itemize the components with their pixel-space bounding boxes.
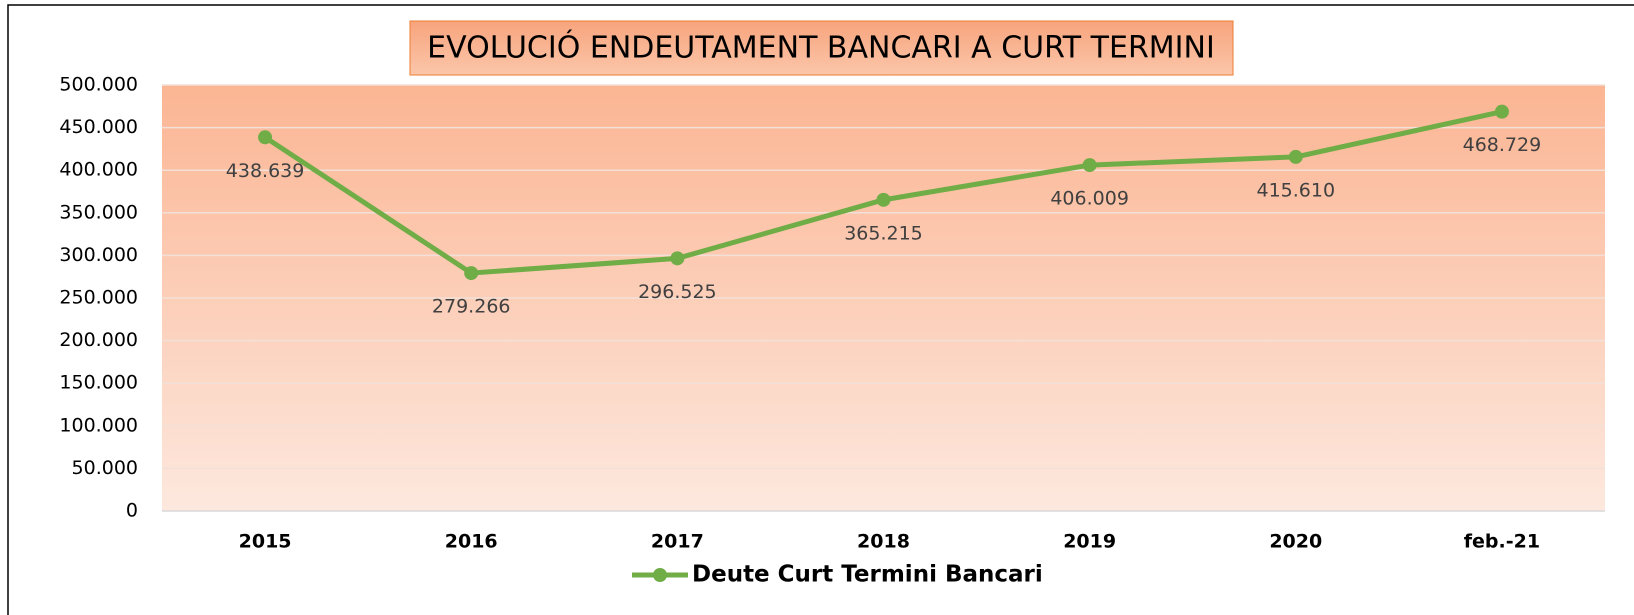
- y-tick-label: 300.000: [59, 244, 138, 266]
- y-tick-label: 350.000: [59, 201, 138, 223]
- data-point: [464, 266, 479, 281]
- data-label: 406.009: [1050, 188, 1129, 210]
- legend-marker: [653, 568, 667, 582]
- y-tick-label: 250.000: [59, 287, 138, 309]
- chart-title: EVOLUCIÓ ENDEUTAMENT BANCARI A CURT TERM…: [427, 29, 1215, 66]
- x-tick-label: 2017: [651, 531, 704, 553]
- data-label: 468.729: [1463, 134, 1542, 156]
- data-label: 279.266: [432, 296, 511, 318]
- data-point: [258, 130, 273, 145]
- y-tick-label: 150.000: [59, 372, 138, 394]
- title-box: [409, 20, 1234, 76]
- data-point: [1288, 149, 1303, 164]
- x-tick-label: 2018: [857, 531, 910, 553]
- data-label: 365.215: [844, 222, 923, 244]
- data-label: 296.525: [638, 281, 717, 303]
- y-tick-label: 200.000: [59, 329, 138, 351]
- data-label: 438.639: [226, 160, 305, 182]
- x-tick-label: 2019: [1063, 531, 1116, 553]
- data-point: [670, 251, 685, 266]
- y-tick-label: 400.000: [59, 159, 138, 181]
- legend-label: Deute Curt Termini Bancari: [692, 562, 1043, 588]
- x-tick-label: 2020: [1269, 531, 1322, 553]
- y-tick-label: 0: [126, 500, 138, 522]
- y-tick-label: 450.000: [59, 116, 138, 138]
- data-point: [876, 192, 891, 207]
- y-tick-label: 500.000: [59, 74, 138, 96]
- x-tick-label: feb.-21: [1464, 531, 1540, 553]
- y-tick-label: 100.000: [59, 414, 138, 436]
- data-point: [1082, 158, 1097, 173]
- data-point: [1494, 104, 1509, 119]
- y-tick-label: 50.000: [72, 457, 138, 479]
- x-tick-label: 2016: [445, 531, 498, 553]
- x-tick-label: 2015: [239, 531, 292, 553]
- data-label: 415.610: [1256, 179, 1335, 201]
